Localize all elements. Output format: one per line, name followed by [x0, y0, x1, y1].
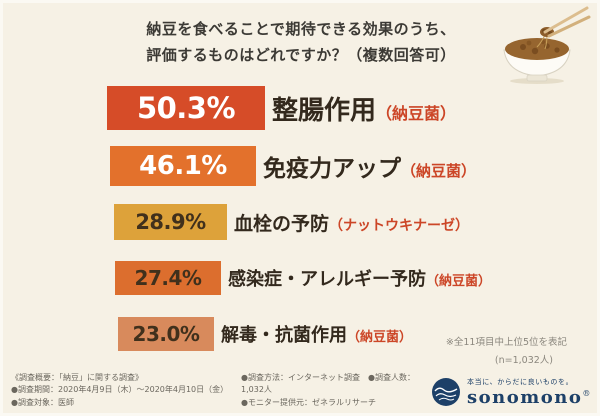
bar-4: 27.4% [115, 261, 221, 295]
bar-3-label: 血栓の予防（ナットウキナーゼ） [234, 209, 469, 236]
footer-survey-method: ●調査方法：インターネット調査 ●調査人数：1,032人 ●モニター提供元：ゼネ… [241, 372, 419, 409]
bar-2-label-source: （納豆菌） [401, 162, 477, 180]
bar-4-label-source: （納豆菌） [426, 274, 492, 289]
annotation-top5: ※全11項目中上位5位を表記 [445, 337, 567, 348]
bar-4-label: 感染症・アレルギー予防（納豆菌） [228, 265, 491, 291]
bar-1: 50.3% [107, 86, 265, 130]
bar-5-label: 解毒・抗菌作用（納豆菌） [221, 321, 412, 347]
footer-monitor-line: ●モニター提供元：ゼネラルリサーチ [241, 397, 376, 407]
bar-row-3: 28.9% 血栓の予防（ナットウキナーゼ） [114, 204, 491, 240]
bar-2: 46.1% [110, 146, 256, 186]
bar-2-label-main: 免疫力アップ [263, 156, 401, 182]
bar-2-label: 免疫力アップ（納豆菌） [263, 149, 476, 183]
natto-bowl-illustration [487, 5, 591, 89]
bar-1-label: 整腸作用（納豆菌） [272, 90, 456, 127]
bar-4-percent: 27.4% [134, 266, 202, 290]
footer-survey-period: ●調査期間：2020年4月9日（木）～2020年4月10日（金） [11, 385, 229, 395]
annotation-sample-size: (n=1,032人) [494, 355, 553, 367]
bar-1-percent: 50.3% [136, 91, 236, 125]
natto-bowl-icon [503, 6, 591, 84]
chart-annotation: ※全11項目中上位5位を表記 (n=1,032人) [446, 334, 567, 370]
bar-row-1: 50.3% 整腸作用（納豆菌） [107, 86, 491, 130]
bar-4-label-main: 感染症・アレルギー予防 [228, 269, 426, 290]
footer-survey-overview: 《調査概要：「納豆」に関する調査》 ●調査期間：2020年4月9日（木）～202… [11, 372, 229, 409]
sonomono-stamp-icon [432, 378, 460, 406]
bar-row-2: 46.1% 免疫力アップ（納豆菌） [110, 146, 491, 186]
bar-1-label-source: （納豆菌） [376, 103, 457, 123]
survey-question-title: 納豆を食べることで期待できる効果のうち、 評価するものはどれですか？（複数回答可… [91, 16, 511, 69]
survey-footer: 《調査概要：「納豆」に関する調査》 ●調査期間：2020年4月9日（木）～202… [11, 372, 592, 409]
logo-brand: sonomono® [467, 386, 592, 408]
footer-survey-target: ●調査対象：医師 [11, 397, 74, 407]
logo-brand-name: sonomono [467, 386, 583, 408]
bar-3-label-main: 血栓の予防 [234, 212, 330, 235]
bar-5: 23.0% [118, 317, 214, 351]
bar-3: 28.9% [114, 204, 227, 240]
bar-chart: 50.3% 整腸作用（納豆菌） 46.1% 免疫力アップ（納豆菌） 28.9% … [3, 86, 491, 351]
bar-3-label-source: （ナットウキナーゼ） [329, 217, 470, 234]
logo-text-block: 本当に、からだに良いものを。 sonomono® [467, 377, 592, 407]
title-line-2: 評価するものはどれですか？（複数回答可） [146, 46, 456, 65]
bar-3-percent: 28.9% [135, 210, 206, 234]
sonomono-logo: 本当に、からだに良いものを。 sonomono® [431, 377, 592, 409]
footer-overview-title: 《調査概要：「納豆」に関する調査》 [11, 372, 143, 382]
title-line-1: 納豆を食べることで期待できる効果のうち、 [146, 20, 456, 38]
bar-5-label-source: （納豆菌） [347, 330, 413, 345]
bar-5-label-main: 解毒・抗菌作用 [221, 325, 347, 346]
bar-row-4: 27.4% 感染症・アレルギー予防（納豆菌） [115, 261, 491, 295]
logo-tagline: 本当に、からだに良いものを。 [467, 378, 574, 387]
bar-1-label-main: 整腸作用 [272, 95, 377, 126]
footer-method-line: ●調査方法：インターネット調査 ●調査人数：1,032人 [241, 372, 415, 395]
bar-row-5: 23.0% 解毒・抗菌作用（納豆菌） [118, 317, 491, 351]
bar-5-percent: 23.0% [132, 322, 200, 346]
logo-registered-mark: ® [582, 388, 592, 398]
bar-2-percent: 46.1% [139, 151, 227, 181]
